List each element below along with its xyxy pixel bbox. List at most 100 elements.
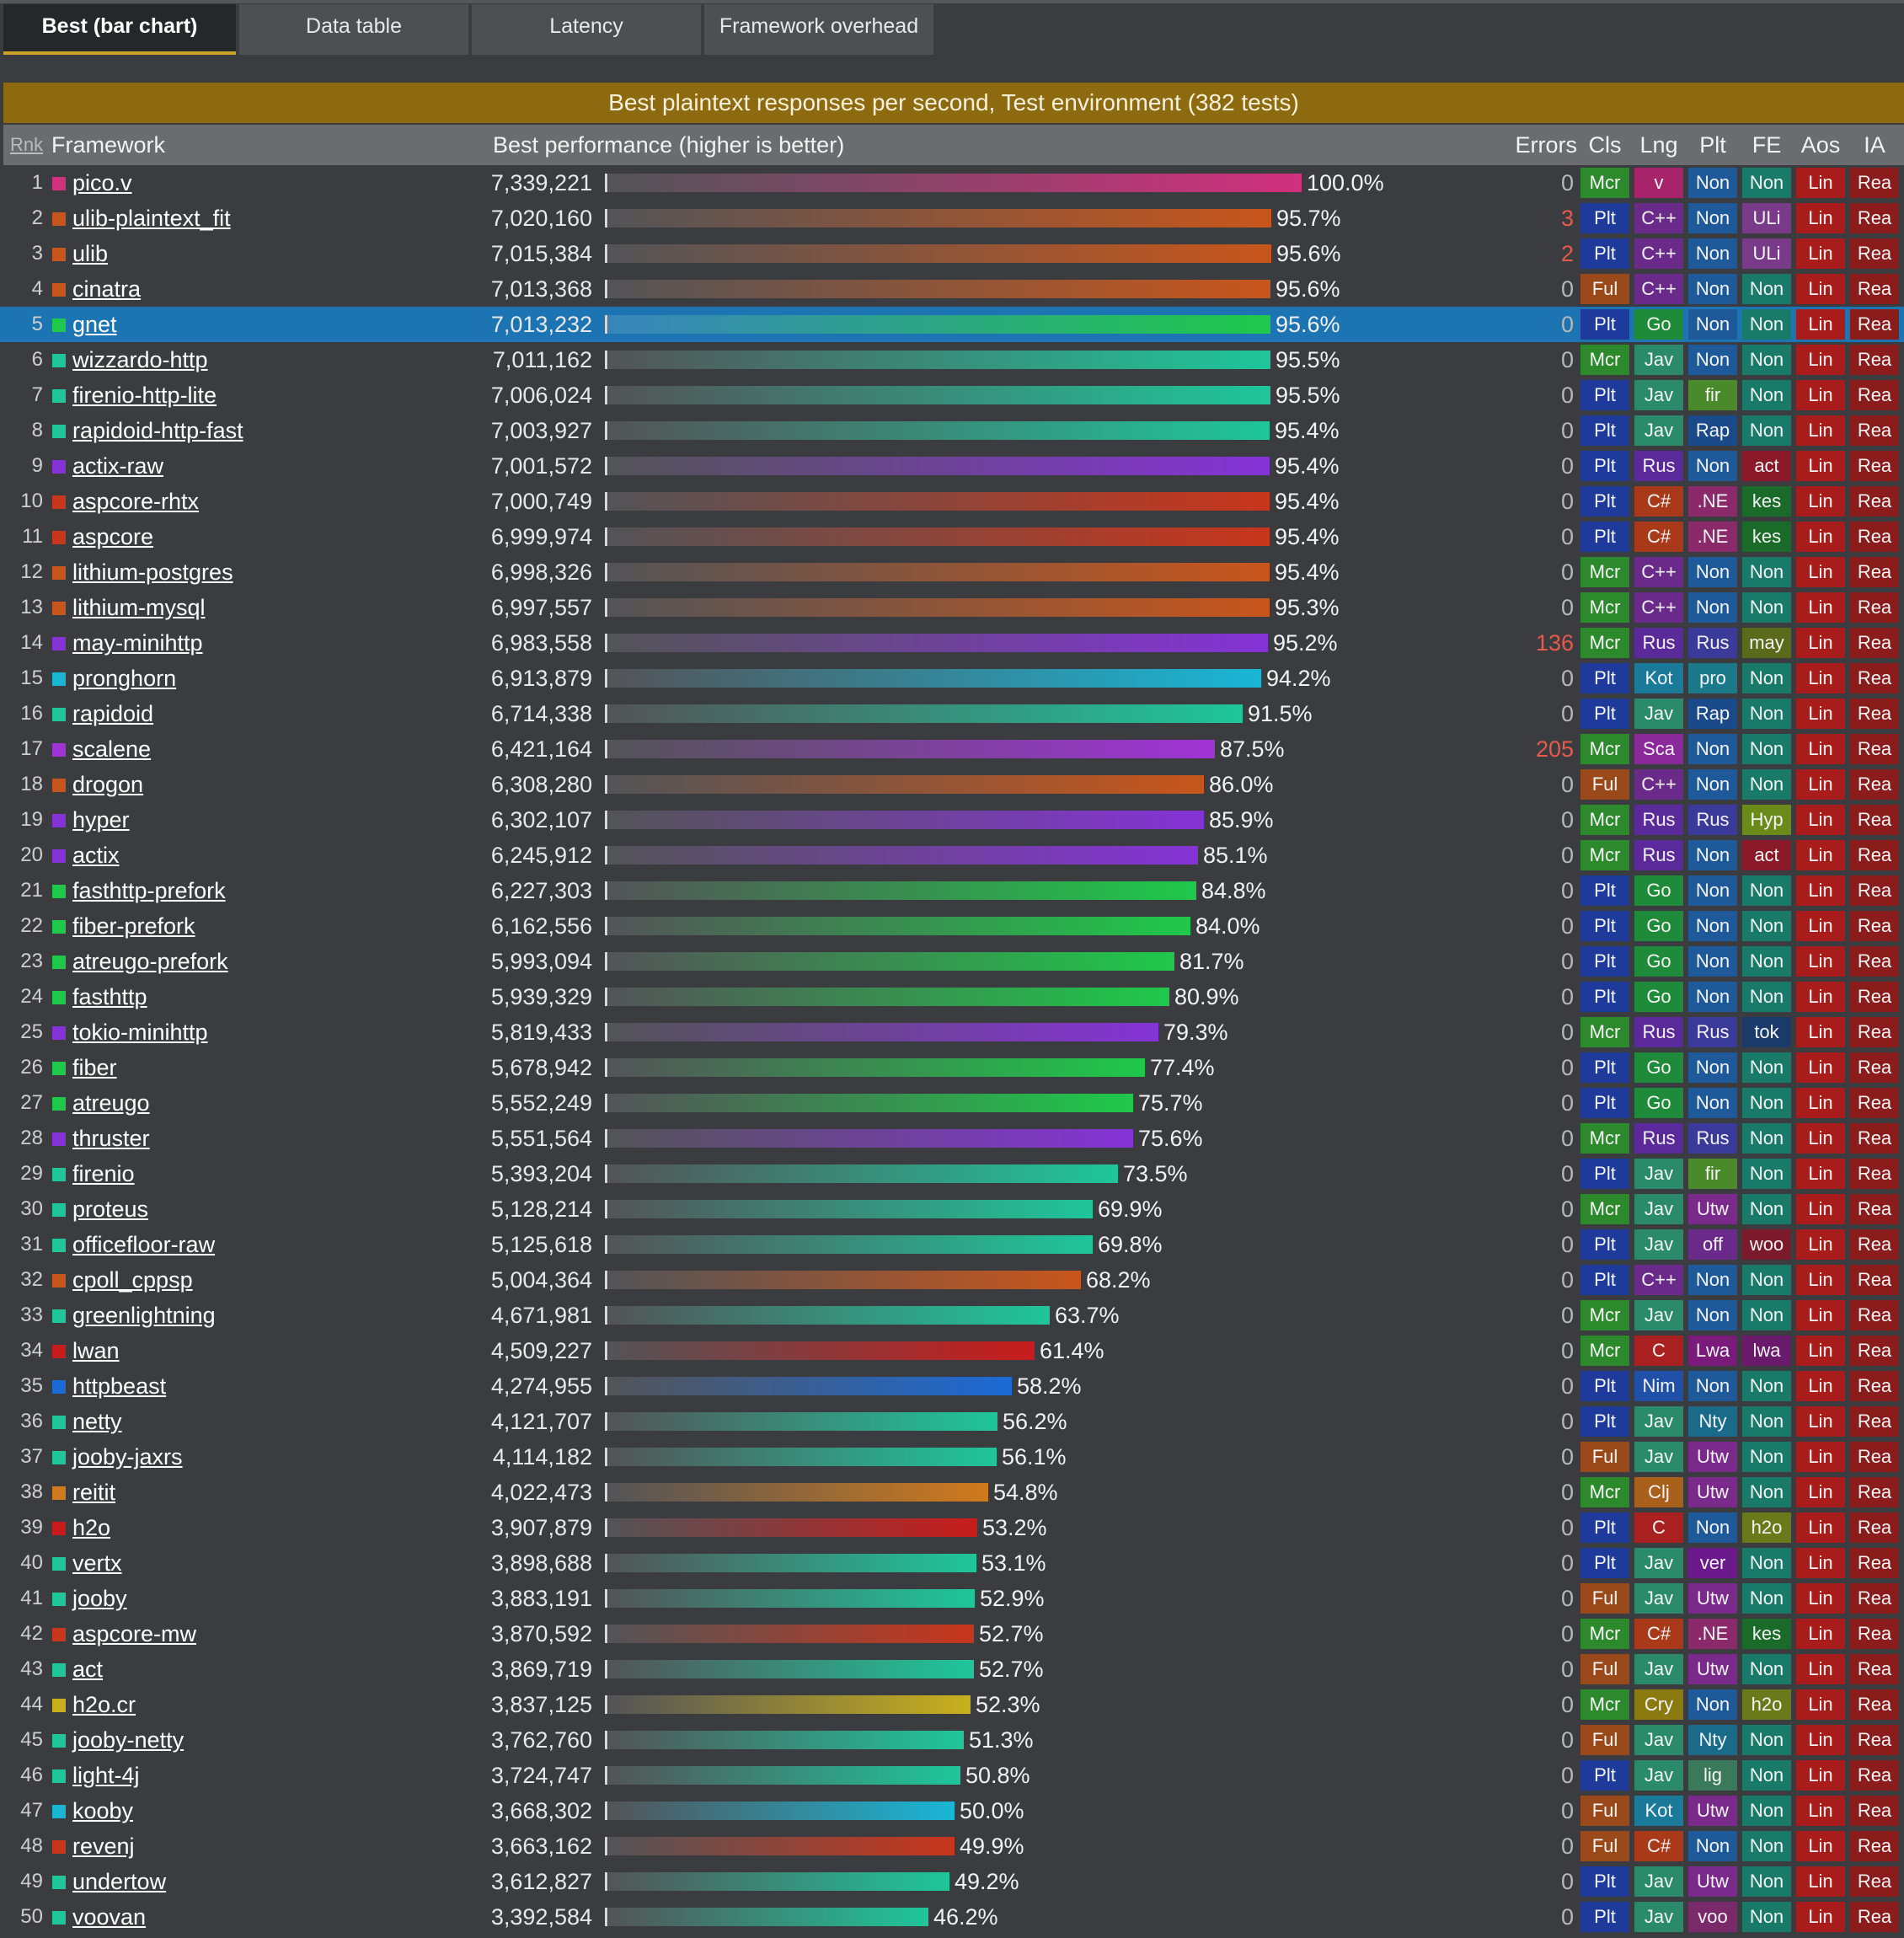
tag-aos[interactable]: Lin [1796, 1406, 1845, 1437]
table-row[interactable]: 10 aspcore-rhtx 7,000,749 95.4% 0 Plt C# .NE kes… [0, 484, 1904, 519]
tag-aos[interactable]: Lin [1796, 203, 1845, 233]
table-row[interactable]: 44 h2o.cr 3,837,125 52.3% 0 Mcr Cry Non h2o Lin Re… [0, 1687, 1904, 1722]
tag-aos[interactable]: Lin [1796, 663, 1845, 693]
tag-aos[interactable]: Lin [1796, 557, 1845, 587]
tag-aos[interactable]: Lin [1796, 1052, 1845, 1083]
tag-plt[interactable]: .NE [1688, 522, 1737, 552]
tag-lng[interactable]: Clj [1634, 1477, 1683, 1507]
table-row[interactable]: 11 aspcore 6,999,974 95.4% 0 Plt C# .NE kes Lin Re… [0, 519, 1904, 554]
tag-ia[interactable]: Rea [1850, 1619, 1899, 1649]
table-row[interactable]: 24 fasthttp 5,939,329 80.9% 0 Plt Go Non Non Lin R… [0, 979, 1904, 1015]
tag-lng[interactable]: C [1634, 1336, 1683, 1366]
header-rank[interactable]: Rnk [10, 134, 44, 155]
tag-cls[interactable]: Mcr [1580, 1689, 1629, 1720]
tag-lng[interactable]: C# [1634, 1831, 1683, 1861]
table-row[interactable]: 25 tokio-minihttp 5,819,433 79.3% 0 Mcr Rus Rus… [0, 1015, 1904, 1050]
framework-link[interactable]: may-minihttp [72, 630, 203, 656]
tag-cls[interactable]: Mcr [1580, 840, 1629, 870]
tag-plt[interactable]: Rus [1688, 628, 1737, 658]
tag-ia[interactable]: Rea [1850, 911, 1899, 941]
tag-fe[interactable]: ULi [1742, 238, 1791, 269]
tag-aos[interactable]: Lin [1796, 946, 1845, 977]
tag-ia[interactable]: Rea [1850, 1796, 1899, 1826]
tag-plt[interactable]: Non [1688, 734, 1737, 764]
tag-aos[interactable]: Lin [1796, 1265, 1845, 1295]
table-row[interactable]: 30 proteus 5,128,214 69.9% 0 Mcr Jav Utw Non Lin R… [0, 1191, 1904, 1227]
tag-fe[interactable]: Non [1742, 1902, 1791, 1932]
tag-plt[interactable]: Non [1688, 911, 1737, 941]
tag-lng[interactable]: Jav [1634, 1654, 1683, 1684]
table-row[interactable]: 37 jooby-jaxrs 4,114,182 56.1% 0 Ful Jav Utw Non… [0, 1439, 1904, 1475]
framework-link[interactable]: fasthttp [72, 984, 147, 1009]
tag-ia[interactable]: Rea [1850, 1300, 1899, 1330]
framework-link[interactable]: httpbeast [72, 1373, 167, 1399]
tag-plt[interactable]: Non [1688, 1265, 1737, 1295]
framework-link[interactable]: lithium-postgres [72, 559, 233, 585]
tag-lng[interactable]: C++ [1634, 557, 1683, 587]
tag-lng[interactable]: C++ [1634, 238, 1683, 269]
tag-cls[interactable]: Plt [1580, 451, 1629, 481]
tag-plt[interactable]: Rus [1688, 1123, 1737, 1154]
tag-aos[interactable]: Lin [1796, 982, 1845, 1012]
tag-plt[interactable]: fir [1688, 1159, 1737, 1189]
tag-cls[interactable]: Mcr [1580, 1017, 1629, 1047]
tag-ia[interactable]: Rea [1850, 1902, 1899, 1932]
framework-link[interactable]: lwan [72, 1338, 120, 1363]
framework-link[interactable]: jooby [72, 1586, 127, 1611]
tag-plt[interactable]: Non [1688, 1052, 1737, 1083]
tag-fe[interactable]: Non [1742, 1371, 1791, 1401]
tag-plt[interactable]: Non [1688, 1512, 1737, 1543]
tag-ia[interactable]: Rea [1850, 1477, 1899, 1507]
tag-ia[interactable]: Rea [1850, 1654, 1899, 1684]
tag-ia[interactable]: Rea [1850, 982, 1899, 1012]
framework-link[interactable]: tokio-minihttp [72, 1020, 208, 1045]
tag-lng[interactable]: Jav [1634, 345, 1683, 375]
tag-ia[interactable]: Rea [1850, 1760, 1899, 1791]
framework-link[interactable]: lithium-mysql [72, 595, 206, 620]
tag-cls[interactable]: Plt [1580, 238, 1629, 269]
tag-plt[interactable]: Non [1688, 238, 1737, 269]
tag-fe[interactable]: Non [1742, 699, 1791, 729]
tag-fe[interactable]: Non [1742, 309, 1791, 340]
tag-fe[interactable]: Non [1742, 1796, 1791, 1826]
tag-ia[interactable]: Rea [1850, 1689, 1899, 1720]
table-row[interactable]: 29 firenio 5,393,204 73.5% 0 Plt Jav fir Non Lin R… [0, 1156, 1904, 1191]
tag-fe[interactable]: ULi [1742, 203, 1791, 233]
table-row[interactable]: 40 vertx 3,898,688 53.1% 0 Plt Jav ver Non Lin Rea [0, 1545, 1904, 1581]
tag-aos[interactable]: Lin [1796, 734, 1845, 764]
tag-lng[interactable]: C++ [1634, 274, 1683, 304]
tag-cls[interactable]: Plt [1580, 309, 1629, 340]
tag-cls[interactable]: Mcr [1580, 1619, 1629, 1649]
tag-lng[interactable]: Rus [1634, 840, 1683, 870]
framework-link[interactable]: ulib-plaintext_fit [72, 206, 231, 231]
tag-lng[interactable]: C++ [1634, 769, 1683, 800]
tag-fe[interactable]: Non [1742, 1442, 1791, 1472]
tag-ia[interactable]: Rea [1850, 1548, 1899, 1578]
table-row[interactable]: 50 voovan 3,392,584 46.2% 0 Plt Jav voo Non Lin Re… [0, 1899, 1904, 1935]
tag-aos[interactable]: Lin [1796, 168, 1845, 198]
tag-lng[interactable]: Jav [1634, 1548, 1683, 1578]
tag-fe[interactable]: Non [1742, 1477, 1791, 1507]
framework-link[interactable]: greenlightning [72, 1303, 216, 1328]
tag-fe[interactable]: Non [1742, 168, 1791, 198]
table-row[interactable]: 23 atreugo-prefork 5,993,094 81.7% 0 Plt Go Non… [0, 944, 1904, 979]
tag-aos[interactable]: Lin [1796, 628, 1845, 658]
framework-link[interactable]: act [72, 1657, 104, 1682]
tag-aos[interactable]: Lin [1796, 1689, 1845, 1720]
tag-lng[interactable]: Go [1634, 982, 1683, 1012]
tag-fe[interactable]: Non [1742, 946, 1791, 977]
tag-cls[interactable]: Mcr [1580, 734, 1629, 764]
tag-ia[interactable]: Rea [1850, 486, 1899, 517]
tag-cls[interactable]: Plt [1580, 1229, 1629, 1260]
tag-aos[interactable]: Lin [1796, 769, 1845, 800]
tag-lng[interactable]: C++ [1634, 203, 1683, 233]
table-row[interactable]: 33 greenlightning 4,671,981 63.7% 0 Mcr Jav Non… [0, 1298, 1904, 1333]
tag-aos[interactable]: Lin [1796, 1796, 1845, 1826]
tag-ia[interactable]: Rea [1850, 663, 1899, 693]
tag-ia[interactable]: Rea [1850, 415, 1899, 446]
tag-lng[interactable]: Jav [1634, 415, 1683, 446]
tag-cls[interactable]: Ful [1580, 1654, 1629, 1684]
tag-fe[interactable]: Non [1742, 380, 1791, 410]
tag-fe[interactable]: Non [1742, 274, 1791, 304]
table-row[interactable]: 3 ulib 7,015,384 95.6% 2 Plt C++ Non ULi Lin Rea [0, 236, 1904, 271]
